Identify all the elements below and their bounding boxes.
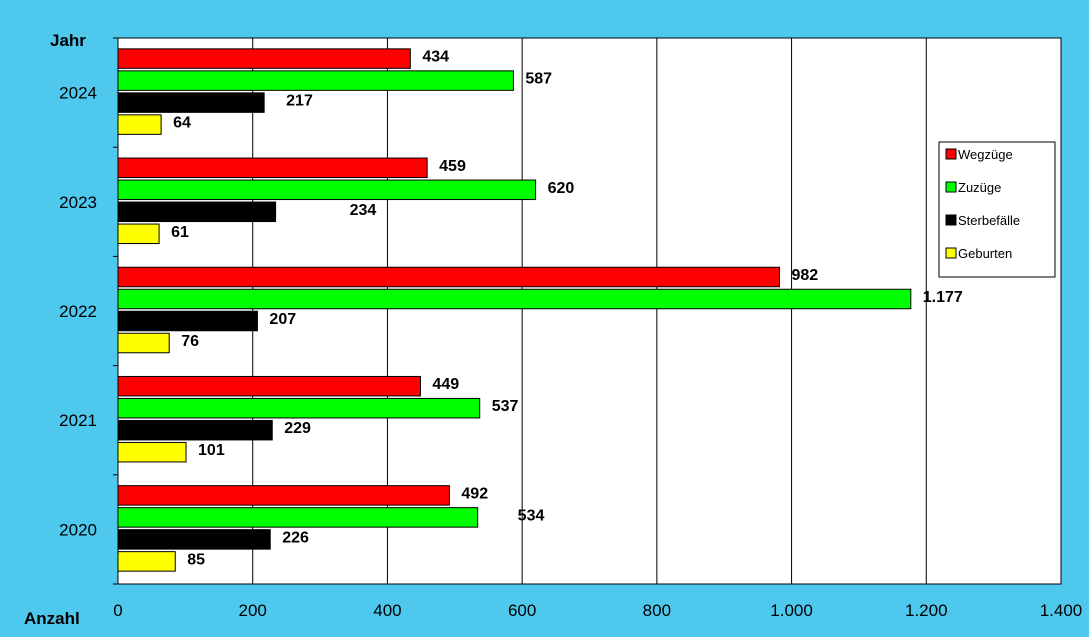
data-label: 449 <box>432 376 459 393</box>
x-tick-label: 400 <box>373 601 401 620</box>
legend-box <box>938 141 1056 278</box>
bar <box>117 179 537 201</box>
data-label: 537 <box>492 398 519 415</box>
x-tick-label: 200 <box>239 601 267 620</box>
data-label: 534 <box>518 507 545 524</box>
x-tick-label: 800 <box>643 601 671 620</box>
bar <box>117 288 912 310</box>
y-tick-label: 2022 <box>59 302 97 321</box>
data-label: 207 <box>269 311 296 328</box>
bar <box>117 332 170 354</box>
bar <box>117 70 514 91</box>
y-tick-label: 2021 <box>59 411 97 430</box>
bar <box>117 507 479 528</box>
bar <box>117 375 421 397</box>
data-label: 64 <box>173 115 191 132</box>
bar <box>117 92 265 113</box>
bar <box>117 310 258 332</box>
x-tick-label: 1.400 <box>1040 601 1083 620</box>
legend-label: Geburten <box>958 246 1012 261</box>
data-label: 434 <box>422 49 449 66</box>
data-label: 226 <box>282 529 309 546</box>
data-label: 620 <box>548 180 575 197</box>
bar <box>117 441 187 463</box>
data-label: 587 <box>525 71 552 88</box>
legend-label: Wegzüge <box>958 147 1013 162</box>
bar <box>117 397 481 419</box>
x-tick-label: 0 <box>113 601 122 620</box>
bar <box>117 419 273 441</box>
data-label: 101 <box>198 442 225 459</box>
bar <box>117 201 277 223</box>
data-label: 234 <box>350 202 377 219</box>
bar <box>117 114 162 135</box>
data-label: 229 <box>284 420 311 437</box>
data-labels: 434 587 217 64 459 620 234 61 982 1.177 207 76 449 53… <box>171 49 963 569</box>
bar <box>117 157 428 179</box>
legend-swatch <box>945 214 957 226</box>
y-tick-label: 2024 <box>59 84 97 103</box>
data-label: 76 <box>181 333 199 350</box>
legend: Wegzüge Zuzüge Sterbefälle Geburten <box>938 141 1056 278</box>
x-tick-label: 1.000 <box>770 601 813 620</box>
data-label: 85 <box>187 551 205 568</box>
data-label: 1.177 <box>923 289 963 306</box>
data-label: 982 <box>791 267 818 284</box>
bar <box>117 48 411 69</box>
bar <box>117 223 160 245</box>
legend-swatch <box>945 247 957 259</box>
bar <box>117 266 780 288</box>
legend-swatch <box>945 181 957 193</box>
legend-swatch <box>945 148 957 160</box>
legend-label: Sterbefälle <box>958 213 1020 228</box>
data-label: 459 <box>439 158 466 175</box>
bar <box>117 529 271 550</box>
y-tick-label: 2023 <box>59 193 97 212</box>
data-label: 217 <box>286 93 313 110</box>
x-tick-label: 600 <box>508 601 536 620</box>
data-label: 61 <box>171 224 189 241</box>
bar <box>117 551 176 572</box>
legend-label: Zuzüge <box>958 180 1001 195</box>
x-axis-title: Anzahl <box>24 609 80 628</box>
bars <box>117 48 912 572</box>
x-axis-tick-labels: 0 200 400 600 800 1.000 1.200 1.400 <box>113 601 1082 620</box>
data-label: 492 <box>461 485 488 502</box>
x-tick-label: 1.200 <box>905 601 948 620</box>
y-tick-label: 2020 <box>59 520 97 539</box>
bar <box>117 485 450 506</box>
y-axis-tick-labels: 2024 2023 2022 2021 2020 <box>59 37 118 585</box>
y-axis-title: Jahr <box>50 31 86 50</box>
